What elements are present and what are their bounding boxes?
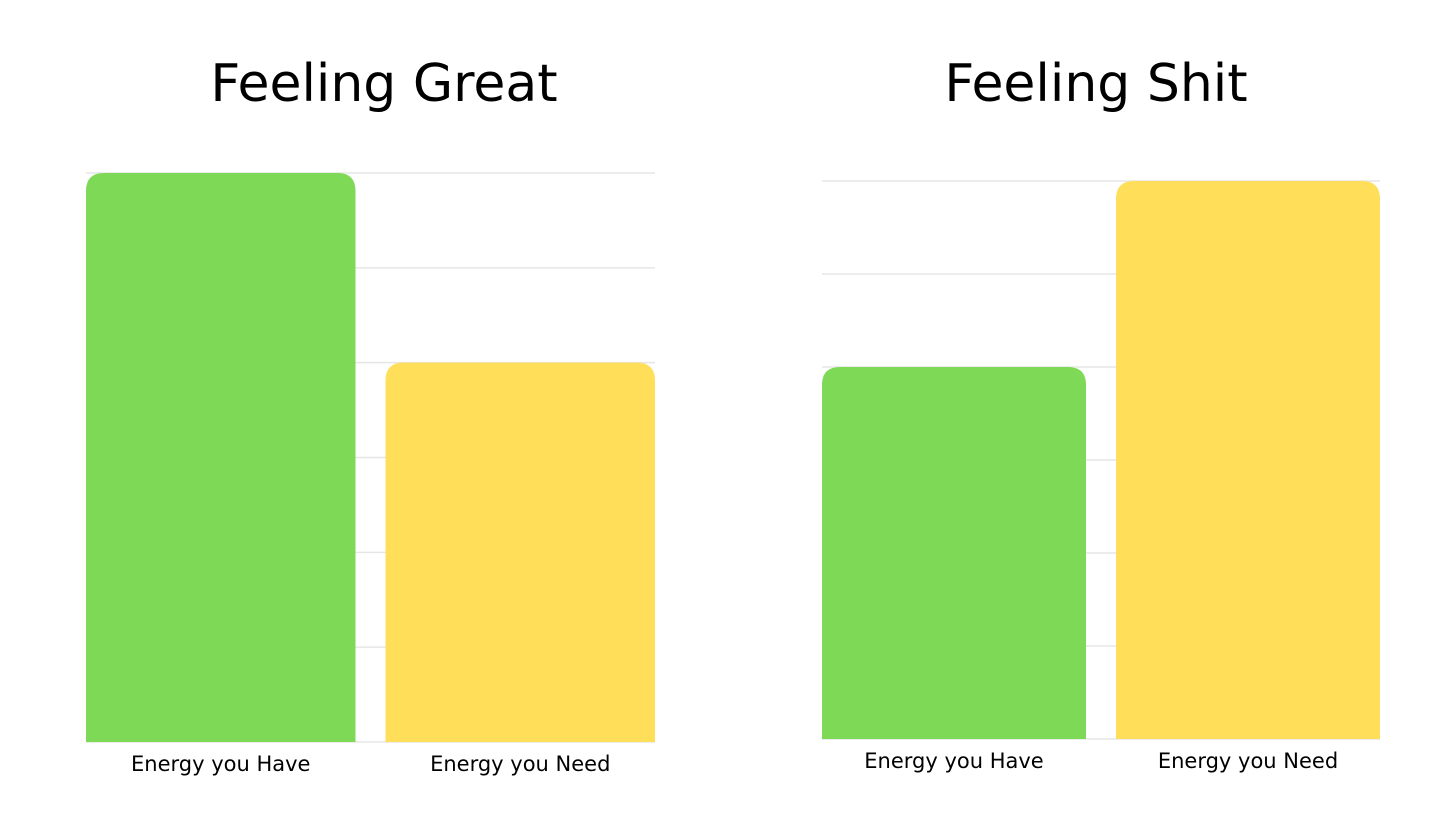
x-tick-label: Energy you Have xyxy=(131,752,310,776)
x-tick-label: Energy you Have xyxy=(864,749,1043,773)
bar-energy-you-have xyxy=(822,367,1086,739)
bar-energy-you-need xyxy=(1116,181,1380,739)
bar-energy-you-need xyxy=(385,362,655,742)
bar-energy-you-have xyxy=(86,173,356,742)
x-tick-label: Energy you Need xyxy=(430,752,610,776)
chart-title-feeling-shit: Feeling Shit xyxy=(944,54,1248,114)
chart-title-feeling-great: Feeling Great xyxy=(210,54,558,114)
x-tick-label: Energy you Need xyxy=(1158,749,1338,773)
